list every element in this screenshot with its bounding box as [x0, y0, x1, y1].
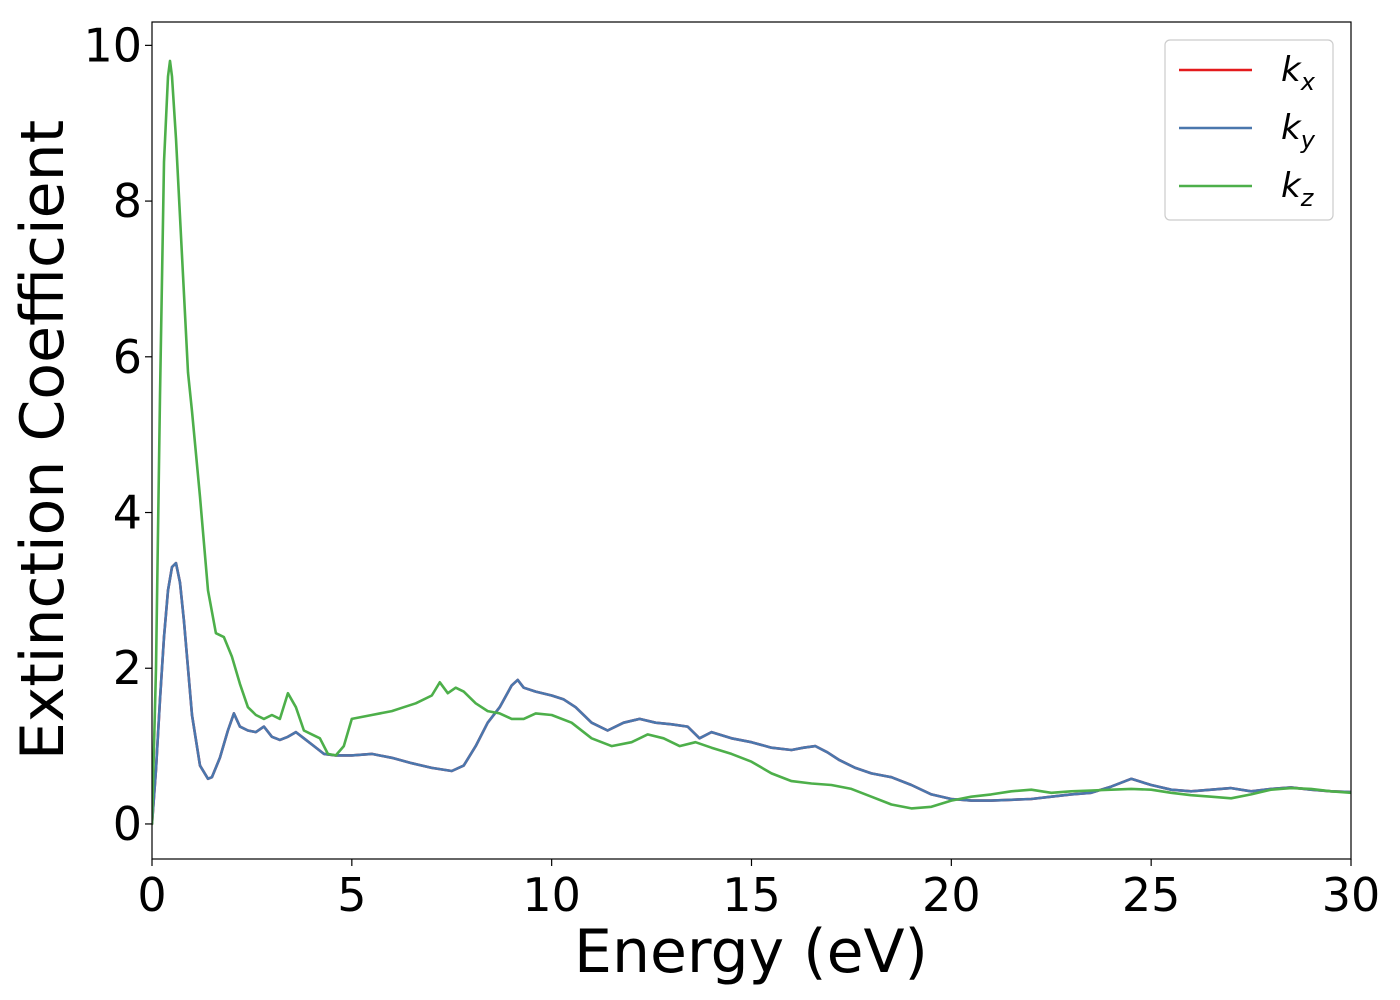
legend-label-base: k — [1281, 108, 1302, 148]
series-line-k-z — [152, 59, 1351, 826]
x-axis-title: Energy (eV) — [574, 917, 928, 987]
x-tick-label: 20 — [922, 868, 981, 922]
y-tick-label: 0 — [113, 797, 142, 851]
legend-label-subscript: y — [1300, 126, 1316, 154]
y-tick-label: 8 — [113, 174, 142, 228]
legend-label-base: k — [1281, 166, 1302, 206]
series-layer — [152, 59, 1351, 826]
legend-label-base: k — [1281, 50, 1302, 90]
x-tick-label: 25 — [1122, 868, 1181, 922]
x-tick-label: 30 — [1322, 868, 1381, 922]
y-axis: 0 2 4 6 8 10 — [83, 18, 152, 851]
legend-label-subscript: x — [1300, 68, 1316, 96]
legend-label-k-x: kx — [1281, 50, 1316, 96]
y-tick-label: 2 — [113, 641, 142, 695]
y-axis-title: Extinction Coefficient — [8, 120, 78, 760]
y-tick-label: 4 — [113, 486, 142, 540]
series-line-k-y — [152, 561, 1351, 826]
x-axis: 0 5 10 15 20 25 30 — [137, 859, 1380, 922]
x-tick-label: 10 — [522, 868, 581, 922]
x-tick-label: 15 — [722, 868, 781, 922]
x-tick-label: 5 — [337, 868, 366, 922]
x-tick-label: 0 — [137, 868, 166, 922]
legend-label-k-y: ky — [1281, 108, 1316, 154]
legend-label-subscript: z — [1300, 184, 1315, 212]
legend-label-k-z: kz — [1281, 166, 1315, 212]
legend-box — [1164, 39, 1334, 221]
y-tick-label: 10 — [83, 18, 142, 72]
y-tick-label: 6 — [113, 330, 142, 384]
